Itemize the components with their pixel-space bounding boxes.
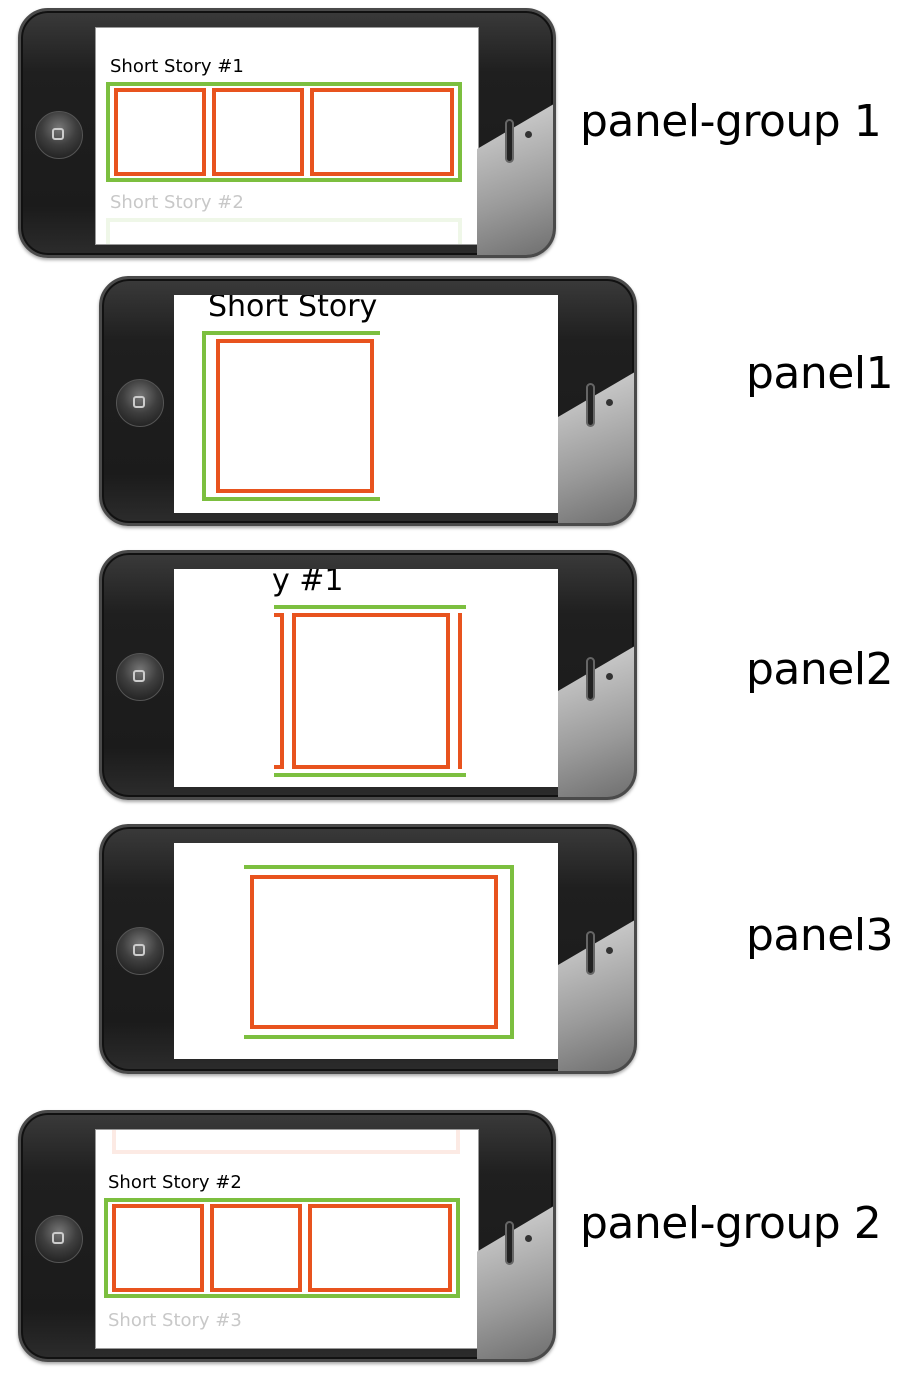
panel-frame-3: [310, 88, 454, 176]
caption-panel1: panel1: [746, 348, 894, 399]
caption-panel2: panel2: [746, 644, 894, 695]
screen-panel1: Short Story: [174, 295, 558, 513]
caption-panel-group-1: panel-group 1: [580, 96, 882, 147]
panel-frame-2: [210, 1204, 302, 1292]
panel-frame-3-edge: [458, 613, 466, 769]
phone-panel-group-1: Short Story #1 Short Story #2: [18, 8, 556, 258]
speaker-icon: [505, 119, 514, 163]
screen-panel-group-2: Short Story #2 Short Story #3: [95, 1129, 479, 1349]
screen-glare: [477, 101, 553, 255]
next-story-title: Short Story #3: [108, 1310, 242, 1331]
story-title-zoomed: Short Story: [208, 295, 378, 324]
caption-panel-group-2: panel-group 2: [580, 1198, 882, 1249]
phone-panel3: [99, 824, 637, 1074]
story-title: Short Story #1: [110, 56, 244, 77]
camera-icon: [525, 131, 532, 138]
story-title-fragment: y #1: [272, 569, 344, 598]
story-title: Short Story #2: [108, 1172, 242, 1193]
panel-frame-1-edge: [274, 613, 284, 769]
camera-icon: [606, 947, 613, 954]
speaker-icon: [586, 931, 595, 975]
next-story-title: Short Story #2: [110, 192, 244, 213]
panel-frame-3: [308, 1204, 452, 1292]
panel-group-frame: [106, 82, 462, 182]
screen-glare: [558, 643, 634, 797]
panel-frame-2: [212, 88, 304, 176]
screen-panel-group-1: Short Story #1 Short Story #2: [95, 27, 479, 245]
panel-group-frame: [244, 865, 514, 1039]
home-button-icon: [35, 111, 83, 159]
speaker-icon: [586, 657, 595, 701]
screen-glare: [477, 1203, 553, 1359]
camera-icon: [606, 673, 613, 680]
panel-frame-1: [114, 88, 206, 176]
camera-icon: [606, 399, 613, 406]
home-button-icon: [35, 1215, 83, 1263]
speaker-icon: [586, 383, 595, 427]
panel-frame-2: [292, 613, 450, 769]
panel-frame-1: [112, 1204, 204, 1292]
screen-panel2: y #1: [174, 569, 558, 787]
screen-panel3: [174, 843, 558, 1059]
home-button-icon: [116, 653, 164, 701]
phone-panel-group-2: Short Story #2 Short Story #3: [18, 1110, 556, 1362]
screen-glare: [558, 917, 634, 1071]
panel-group-frame: [274, 605, 466, 777]
caption-panel3: panel3: [746, 910, 894, 961]
next-panel-group-frame: [106, 218, 462, 244]
camera-icon: [525, 1235, 532, 1242]
phone-panel2: y #1: [99, 550, 637, 800]
panel-group-frame: [104, 1198, 460, 1298]
prev-panel-frames: [112, 1130, 460, 1154]
panel-group-frame: [202, 331, 380, 501]
home-button-icon: [116, 379, 164, 427]
panel-frame-1: [216, 339, 374, 493]
phone-panel1: Short Story: [99, 276, 637, 526]
panel-frame-3: [250, 875, 498, 1029]
speaker-icon: [505, 1221, 514, 1265]
screen-glare: [558, 369, 634, 523]
home-button-icon: [116, 927, 164, 975]
